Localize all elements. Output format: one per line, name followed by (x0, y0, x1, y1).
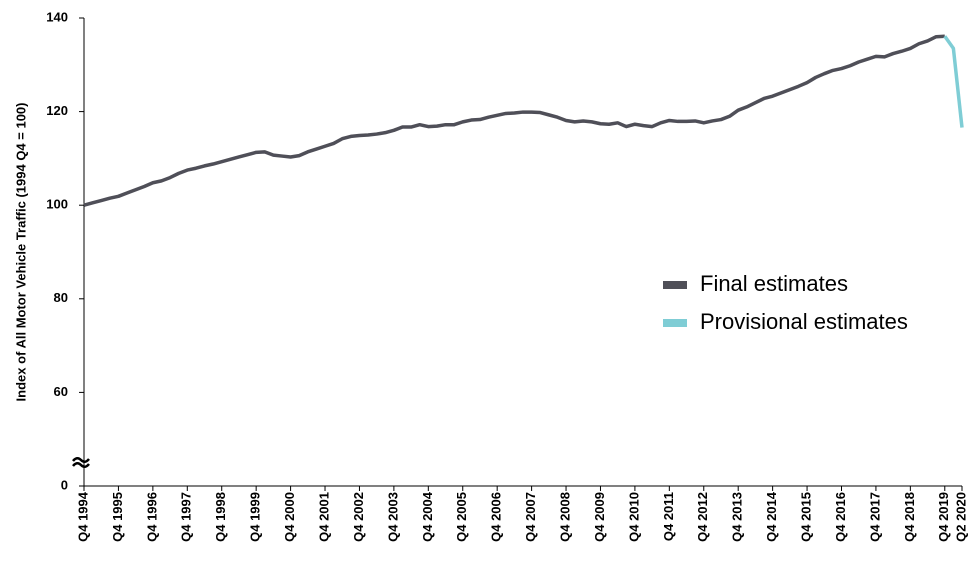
y-tick-label: 100 (46, 197, 68, 212)
x-tick-label: Q4 2000 (282, 492, 297, 542)
x-tick-label: Q2 2020 (953, 492, 968, 542)
x-tick-label: Q4 2015 (798, 492, 813, 542)
x-tick-label: Q4 2003 (385, 492, 400, 542)
x-tick-label: Q4 2005 (454, 492, 469, 542)
x-tick-label: Q4 2004 (420, 491, 435, 542)
x-tick-label: Q4 2014 (764, 491, 779, 542)
y-tick-label: 120 (46, 103, 68, 118)
x-tick-label: Q4 2012 (695, 492, 710, 542)
x-tick-label: Q4 2018 (902, 492, 917, 542)
x-tick-label: Q4 2002 (351, 492, 366, 542)
legend-swatch (663, 319, 687, 327)
x-tick-label: Q4 2013 (730, 492, 745, 542)
x-tick-label: Q4 2011 (661, 492, 676, 541)
x-tick-label: Q4 2010 (626, 492, 641, 542)
y-tick-label: 140 (46, 9, 68, 24)
series-line (943, 35, 964, 128)
axis-break (72, 457, 90, 468)
series-line (83, 34, 945, 207)
x-tick-label: Q4 1996 (144, 492, 159, 542)
x-tick-label: Q4 1998 (213, 492, 228, 542)
y-tick-label: 60 (54, 384, 68, 399)
y-axis-label: Index of All Motor Vehicle Traffic (1994… (13, 103, 28, 402)
x-tick-label: Q4 1999 (248, 492, 263, 542)
y-tick-label: 80 (54, 290, 68, 305)
legend-label: Provisional estimates (700, 309, 908, 334)
y-tick-label: 0 (61, 477, 68, 492)
x-tick-label: Q4 2016 (833, 492, 848, 542)
x-tick-label: Q4 2001 (316, 492, 331, 542)
x-tick-label: Q4 1995 (110, 492, 125, 542)
x-tick-label: Q4 2009 (592, 492, 607, 542)
x-tick-label: Q4 2007 (523, 492, 538, 542)
x-tick-label: Q4 2019 (936, 492, 951, 542)
x-tick-label: Q4 1994 (75, 491, 90, 542)
legend-swatch (663, 281, 687, 289)
x-tick-label: Q4 2017 (867, 492, 882, 542)
x-tick-label: Q4 2006 (489, 492, 504, 542)
x-tick-label: Q4 1997 (179, 492, 194, 542)
legend-label: Final estimates (700, 271, 848, 296)
x-tick-label: Q4 2008 (557, 492, 572, 542)
